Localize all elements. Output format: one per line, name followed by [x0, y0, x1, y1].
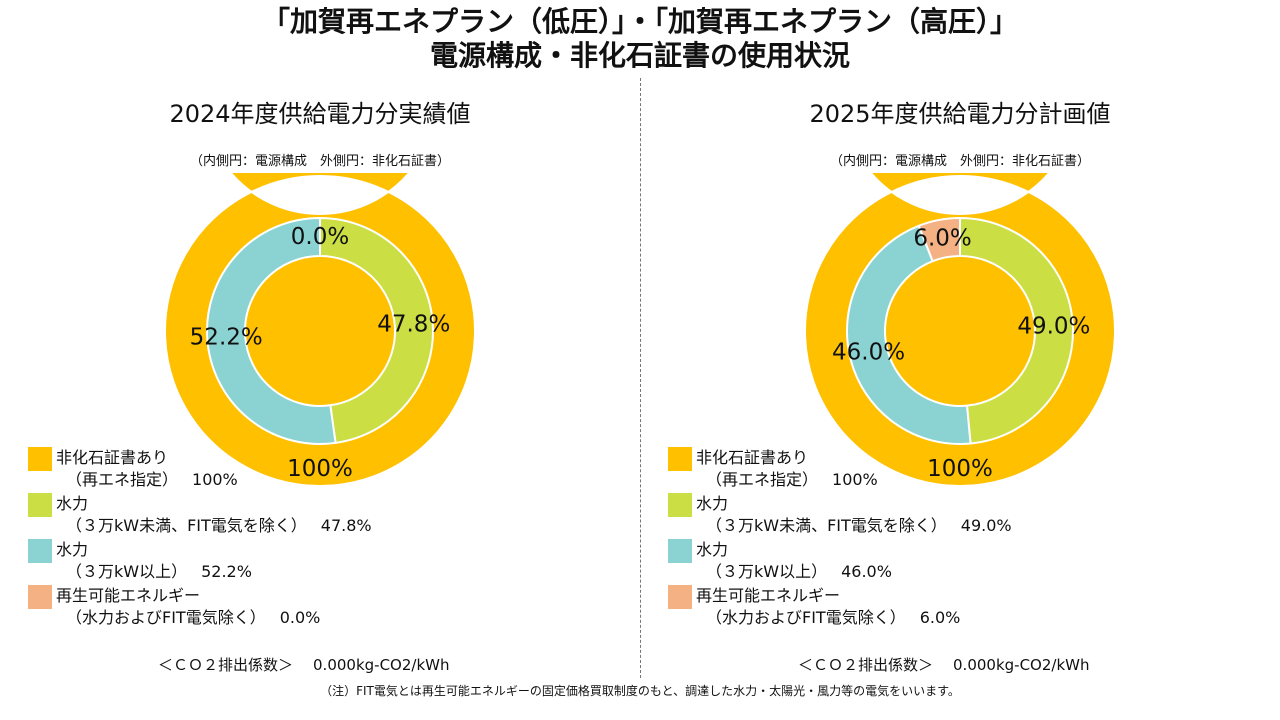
legend-swatch: [28, 447, 52, 471]
legend-sublabel: （水力およびFIT電気除く）: [66, 608, 266, 627]
legend-label: 水力: [56, 494, 89, 513]
legend-item: 水力 （３万kW未満、FIT電気を除く） 47.8%: [28, 490, 448, 536]
donut-label-hydro_large: 52.2%: [190, 324, 263, 350]
legend-item: 再生可能エネルギー （水力およびFIT電気除く） 0.0%: [28, 582, 448, 628]
legend-label: 水力: [56, 540, 89, 559]
panel-2025: 2025年度供給電力分計画値 （内側円：電源構成 外側円：非化石証書） 100%…: [640, 88, 1280, 678]
legend-value: 46.0%: [841, 562, 892, 581]
legend-swatch: [668, 493, 692, 517]
legend-value: 100%: [192, 470, 238, 489]
legend-sublabel: （３万kW以上）: [706, 562, 828, 581]
co2-label: ＜ＣＯ２排出係数＞: [798, 656, 934, 674]
legend-item: 非化石証書あり （再エネ指定） 100%: [28, 444, 448, 490]
panel-subtitle: （内側円：電源構成 外側円：非化石証書）: [189, 154, 450, 169]
legend-label: 再生可能エネルギー: [56, 586, 201, 605]
legend-swatch: [28, 493, 52, 517]
legend-sublabel: （３万kW未満、FIT電気を除く）: [706, 516, 947, 535]
donut-chart-2024: 100% 47.8% 52.2% 0.0%: [164, 173, 476, 487]
legend: 非化石証書あり （再エネ指定） 100% 水力 （３万kW未満、FIT電気を除く）…: [28, 444, 448, 628]
legend-item: 非化石証書あり （再エネ指定） 100%: [668, 444, 1088, 490]
donut-slice-hydro_large: [206, 216, 337, 445]
donut-label-hydro_large: 46.0%: [832, 340, 905, 366]
panel-divider: [640, 78, 641, 678]
main-title-line2: 電源構成・非化石証書の使用状況: [429, 39, 850, 72]
donut-label-hydro_small: 47.8%: [377, 312, 450, 338]
co2-value: 0.000kg-CO2/kWh: [953, 656, 1090, 674]
co2-label: ＜ＣＯ２排出係数＞: [158, 656, 294, 674]
legend-item: 再生可能エネルギー （水力およびFIT電気除く） 6.0%: [668, 582, 1088, 628]
legend-value: 47.8%: [320, 516, 372, 535]
panel-subtitle: （内側円：電源構成 外側円：非化石証書）: [829, 154, 1090, 169]
legend-item: 水力 （３万kW以上） 46.0%: [668, 536, 1088, 582]
legend-label: 再生可能エネルギー: [696, 586, 841, 605]
legend-swatch: [668, 447, 692, 471]
legend-value: 0.0%: [279, 608, 321, 627]
legend-swatch: [668, 539, 692, 563]
panel-2024: 2024年度供給電力分実績値 （内側円：電源構成 外側円：非化石証書） 100%…: [0, 88, 640, 678]
legend-label: 非化石証書あり: [56, 448, 169, 467]
co2-coefficient: ＜ＣＯ２排出係数＞ 0.000kg-CO2/kWh: [158, 654, 449, 675]
donut-slice-renewable_other: [917, 216, 961, 263]
legend-sublabel: （３万kW未満、FIT電気を除く）: [66, 516, 307, 535]
donut-slice-hydro_small: [319, 216, 434, 445]
main-title-line1: 「加賀再エネプラン（低圧）」・「加賀再エネプラン（高圧）」: [261, 5, 1018, 38]
legend-swatch: [668, 585, 692, 609]
legend-swatch: [28, 585, 52, 609]
legend-label: 水力: [696, 540, 729, 559]
legend-sublabel: （３万kW以上）: [66, 562, 188, 581]
legend-item: 水力 （３万kW未満、FIT電気を除く） 49.0%: [668, 490, 1088, 536]
donut-label-certificate: 100%: [927, 456, 993, 482]
legend-label: 水力: [696, 494, 729, 513]
footnote: （注）FIT電気とは再生可能エネルギーの固定価格買取制度のもと、調達した水力・太…: [320, 684, 960, 698]
legend-detail: （３万kW未満、FIT電気を除く） 49.0%: [706, 512, 1012, 536]
legend-sublabel: （再エネ指定）: [706, 470, 819, 489]
legend-swatch: [28, 539, 52, 563]
legend-value: 6.0%: [919, 608, 961, 627]
co2-coefficient: ＜ＣＯ２排出係数＞ 0.000kg-CO2/kWh: [798, 654, 1089, 675]
donut-label-certificate: 100%: [287, 456, 353, 482]
donut-label-renewable_other: 6.0%: [913, 226, 971, 252]
donut-chart-2025: 100% 49.0% 46.0% 6.0%: [804, 173, 1116, 487]
panel-title: 2024年度供給電力分実績値: [169, 100, 471, 128]
legend-value: 49.0%: [960, 516, 1012, 535]
donut-slice-hydro_large: [846, 224, 972, 445]
legend-detail: （再エネ指定） 100%: [66, 466, 238, 490]
legend-detail: （水力およびFIT電気除く） 0.0%: [66, 604, 320, 628]
legend-detail: （３万kW以上） 46.0%: [706, 558, 892, 582]
legend-item: 水力 （３万kW以上） 52.2%: [28, 536, 448, 582]
legend-detail: （水力およびFIT電気除く） 6.0%: [706, 604, 960, 628]
legend-detail: （３万kW未満、FIT電気を除く） 47.8%: [66, 512, 372, 536]
donut-label-renewable_other: 0.0%: [291, 224, 349, 250]
legend-detail: （再エネ指定） 100%: [706, 466, 878, 490]
legend-value: 52.2%: [201, 562, 252, 581]
legend-value: 100%: [832, 470, 878, 489]
legend-sublabel: （水力およびFIT電気除く）: [706, 608, 906, 627]
donut-label-hydro_small: 49.0%: [1017, 314, 1090, 340]
legend: 非化石証書あり （再エネ指定） 100% 水力 （３万kW未満、FIT電気を除く）…: [668, 444, 1088, 628]
co2-value: 0.000kg-CO2/kWh: [313, 656, 450, 674]
panel-title: 2025年度供給電力分計画値: [809, 100, 1111, 128]
donut-slice-hydro_small: [959, 216, 1074, 445]
legend-detail: （３万kW以上） 52.2%: [66, 558, 252, 582]
legend-label: 非化石証書あり: [696, 448, 809, 467]
legend-sublabel: （再エネ指定）: [66, 470, 179, 489]
